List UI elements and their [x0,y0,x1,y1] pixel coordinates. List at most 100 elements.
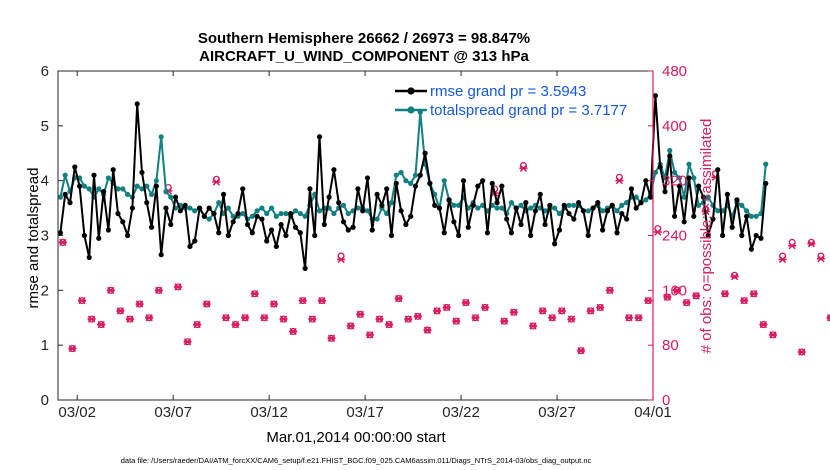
obs-assimilated-marker [145,314,154,322]
rmse-point [302,265,308,271]
legend-spread-label: totalspread grand pr = 3.7177 [430,102,627,119]
rmse-point [576,200,582,206]
rmse-point [331,167,337,173]
rmse-point [518,221,524,228]
rmse-point [412,183,419,189]
rmse-point [110,167,116,173]
obs-assimilated-marker [375,315,384,323]
rmse-point [484,230,491,236]
obs-assimilated-marker [538,307,547,315]
totalspread-point [187,205,193,211]
obs-assimilated-marker [212,178,221,186]
totalspread-point [331,210,337,217]
legend-rmse-marker [407,87,415,95]
totalspread-point [124,191,131,197]
rmse-point [163,205,169,211]
rmse-point [556,227,563,233]
obs-assimilated-marker [337,255,346,264]
obs-assimilated-marker [519,164,528,172]
rmse-point [350,224,356,230]
obs-assimilated-marker [788,242,797,250]
obs-assimilated-marker [634,314,643,322]
rmse-point [398,208,404,214]
rmse-point [259,216,265,222]
totalspread-point [585,208,591,214]
totalspread-point [552,205,558,211]
rmse-point [422,150,428,156]
totalspread-point [408,180,414,187]
obs-assimilated-marker [193,320,202,329]
obs-assimilated-marker [317,296,326,305]
y-tick-label: 2 [41,282,49,299]
rmse-point [336,200,342,206]
totalspread-point [518,202,524,208]
obs-assimilated-marker [231,320,240,329]
obs-assimilated-marker [596,303,605,312]
rmse-point [580,208,587,214]
rmse-point [475,183,481,189]
rmse-point [432,202,438,208]
rmse-point [393,180,399,187]
rmse-point [230,219,236,225]
rmse-point [374,191,380,197]
obs-assimilated-marker [653,228,662,236]
totalspread-point [139,186,145,192]
y-axis-left: 0 1 2 3 4 5 6 [41,63,63,409]
rmse-point [628,186,635,192]
rmse-point [676,183,682,189]
rmse-point [201,213,207,219]
legend-rmse-label: rmse grand pr = 3.5943 [430,83,586,100]
rmse-point [220,191,227,197]
x-tick-label: 03/27 [538,404,576,421]
rmse-point [268,227,275,233]
rmse-point [624,216,630,222]
rmse-point [609,202,615,208]
obs-assimilated-marker [682,299,691,307]
totalspread-point [148,191,155,197]
rmse-point [504,216,510,222]
totalspread-point [86,186,92,192]
totalspread-point [456,202,462,208]
x-tick-label: 03/12 [250,404,288,421]
rmse-point [192,238,198,244]
obs-assimilated-marker [154,286,163,294]
rmse-point [168,221,174,228]
rmse-point [523,200,529,206]
obs-assimilated-marker [116,307,125,315]
totalspread-point [168,194,174,200]
y-right-tick-label: 240 [662,228,687,245]
rmse-point [719,232,726,239]
rmse-point [360,208,366,214]
totalspread-point [499,205,505,211]
y-right-tick-label: 160 [662,282,687,299]
obs-assimilated-marker [346,322,355,330]
y-tick-label: 6 [41,63,49,80]
rmse-point [537,191,543,197]
obs-assimilated-marker [471,314,480,322]
obs-assimilated-marker [241,314,250,322]
rmse-point [379,202,385,208]
obs-assimilated-marker [173,283,182,291]
obs-assimilated-marker [452,317,461,325]
y-tick-label: 5 [41,118,49,135]
rmse-point [494,200,500,206]
obs-assimilated-marker [624,314,634,322]
totalspread-point [206,216,212,222]
totalspread-point [528,205,534,211]
rmse-point [216,230,222,236]
rmse-point [182,202,188,208]
rmse-point [542,221,548,228]
totalspread-point [715,208,721,214]
totalspread-point [441,178,447,184]
rmse-point [600,227,606,233]
obs-assimilated-marker [548,314,557,322]
rmse-point [734,197,740,203]
rmse-point [648,194,654,200]
rmse-point [211,210,217,217]
rmse-point [724,191,730,197]
rmse-point [686,175,692,181]
rmse-point [619,210,625,217]
series-layer [57,93,769,271]
obs-assimilated-marker [826,314,830,322]
obs-assimilated-marker [279,315,288,323]
